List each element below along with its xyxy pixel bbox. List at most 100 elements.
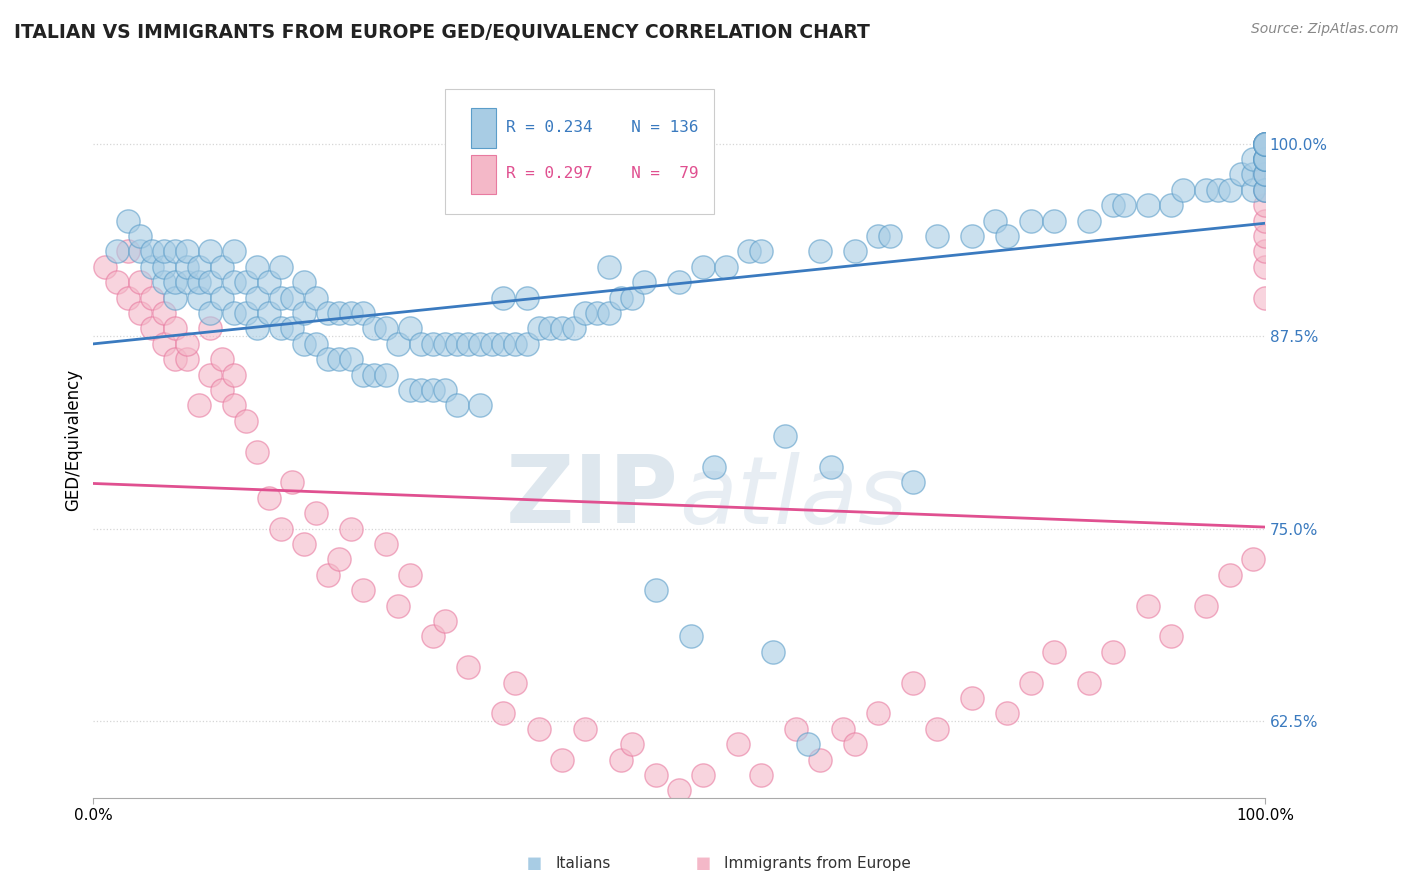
Point: [105, 244, 128, 259]
Point: [328, 552, 350, 566]
Point: [281, 321, 304, 335]
Point: [352, 306, 374, 320]
Point: [984, 213, 1007, 227]
Point: [246, 291, 269, 305]
Point: [152, 244, 174, 259]
Point: [187, 260, 209, 274]
Point: [1160, 198, 1182, 212]
FancyBboxPatch shape: [444, 89, 714, 214]
Point: [200, 275, 222, 289]
Point: [211, 383, 233, 397]
Y-axis label: GED/Equivalency: GED/Equivalency: [65, 369, 82, 511]
Point: [235, 306, 257, 320]
Point: [222, 244, 245, 259]
Point: [995, 228, 1018, 243]
Point: [176, 275, 198, 289]
Point: [808, 753, 831, 767]
Point: [703, 459, 725, 474]
Point: [281, 475, 304, 490]
Point: [868, 706, 890, 721]
Text: R = 0.234    N = 136: R = 0.234 N = 136: [506, 120, 699, 135]
Point: [433, 336, 456, 351]
Point: [538, 321, 561, 335]
Point: [1254, 152, 1277, 166]
Point: [1019, 675, 1042, 690]
Point: [1254, 136, 1277, 151]
Point: [117, 291, 139, 305]
Point: [1160, 629, 1182, 643]
Point: [820, 459, 842, 474]
Point: [398, 567, 420, 582]
Point: [527, 722, 550, 736]
Point: [433, 614, 456, 628]
Point: [714, 260, 737, 274]
Point: [422, 629, 444, 643]
Point: [1241, 183, 1264, 197]
Point: [340, 306, 363, 320]
Point: [1254, 244, 1277, 259]
Point: [316, 306, 339, 320]
Point: [211, 260, 233, 274]
Point: [1254, 136, 1277, 151]
Point: [129, 306, 152, 320]
Point: [398, 321, 420, 335]
Point: [305, 291, 328, 305]
Point: [328, 352, 350, 367]
Point: [200, 368, 222, 382]
Point: [1241, 152, 1264, 166]
Point: [257, 491, 280, 505]
Point: [340, 352, 363, 367]
Point: [574, 306, 596, 320]
Point: [1101, 645, 1123, 659]
Point: [1254, 136, 1277, 151]
Point: [222, 398, 245, 412]
Point: [1136, 198, 1159, 212]
Point: [808, 244, 831, 259]
Point: [844, 244, 866, 259]
Point: [152, 275, 174, 289]
Point: [1078, 675, 1101, 690]
Point: [1078, 213, 1101, 227]
Point: [1254, 167, 1277, 181]
FancyBboxPatch shape: [471, 155, 496, 194]
Point: [621, 291, 644, 305]
Point: [457, 336, 479, 351]
Point: [292, 537, 315, 551]
Point: [165, 275, 187, 289]
Point: [692, 768, 714, 782]
Point: [117, 244, 139, 259]
Point: [129, 228, 152, 243]
Point: [1254, 152, 1277, 166]
Point: [1206, 183, 1229, 197]
Point: [387, 599, 409, 613]
Point: [1254, 260, 1277, 274]
Point: [422, 383, 444, 397]
Point: [995, 706, 1018, 721]
Point: [621, 737, 644, 751]
Point: [644, 768, 666, 782]
Point: [165, 291, 187, 305]
Point: [316, 352, 339, 367]
Point: [222, 275, 245, 289]
Point: [960, 690, 983, 705]
Point: [375, 368, 398, 382]
Point: [679, 629, 702, 643]
Point: [411, 336, 433, 351]
Point: [1254, 167, 1277, 181]
Point: [257, 275, 280, 289]
Point: [1254, 136, 1277, 151]
Point: [503, 336, 526, 351]
Text: ITALIAN VS IMMIGRANTS FROM EUROPE GED/EQUIVALENCY CORRELATION CHART: ITALIAN VS IMMIGRANTS FROM EUROPE GED/EQ…: [14, 22, 870, 41]
Point: [468, 398, 491, 412]
Point: [246, 444, 269, 458]
Point: [211, 352, 233, 367]
Point: [1136, 599, 1159, 613]
Point: [176, 260, 198, 274]
Point: [1254, 198, 1277, 212]
Point: [551, 753, 574, 767]
Point: [1254, 183, 1277, 197]
Point: [738, 244, 761, 259]
Point: [105, 275, 128, 289]
Point: [797, 737, 820, 751]
Text: Source: ZipAtlas.com: Source: ZipAtlas.com: [1251, 22, 1399, 37]
